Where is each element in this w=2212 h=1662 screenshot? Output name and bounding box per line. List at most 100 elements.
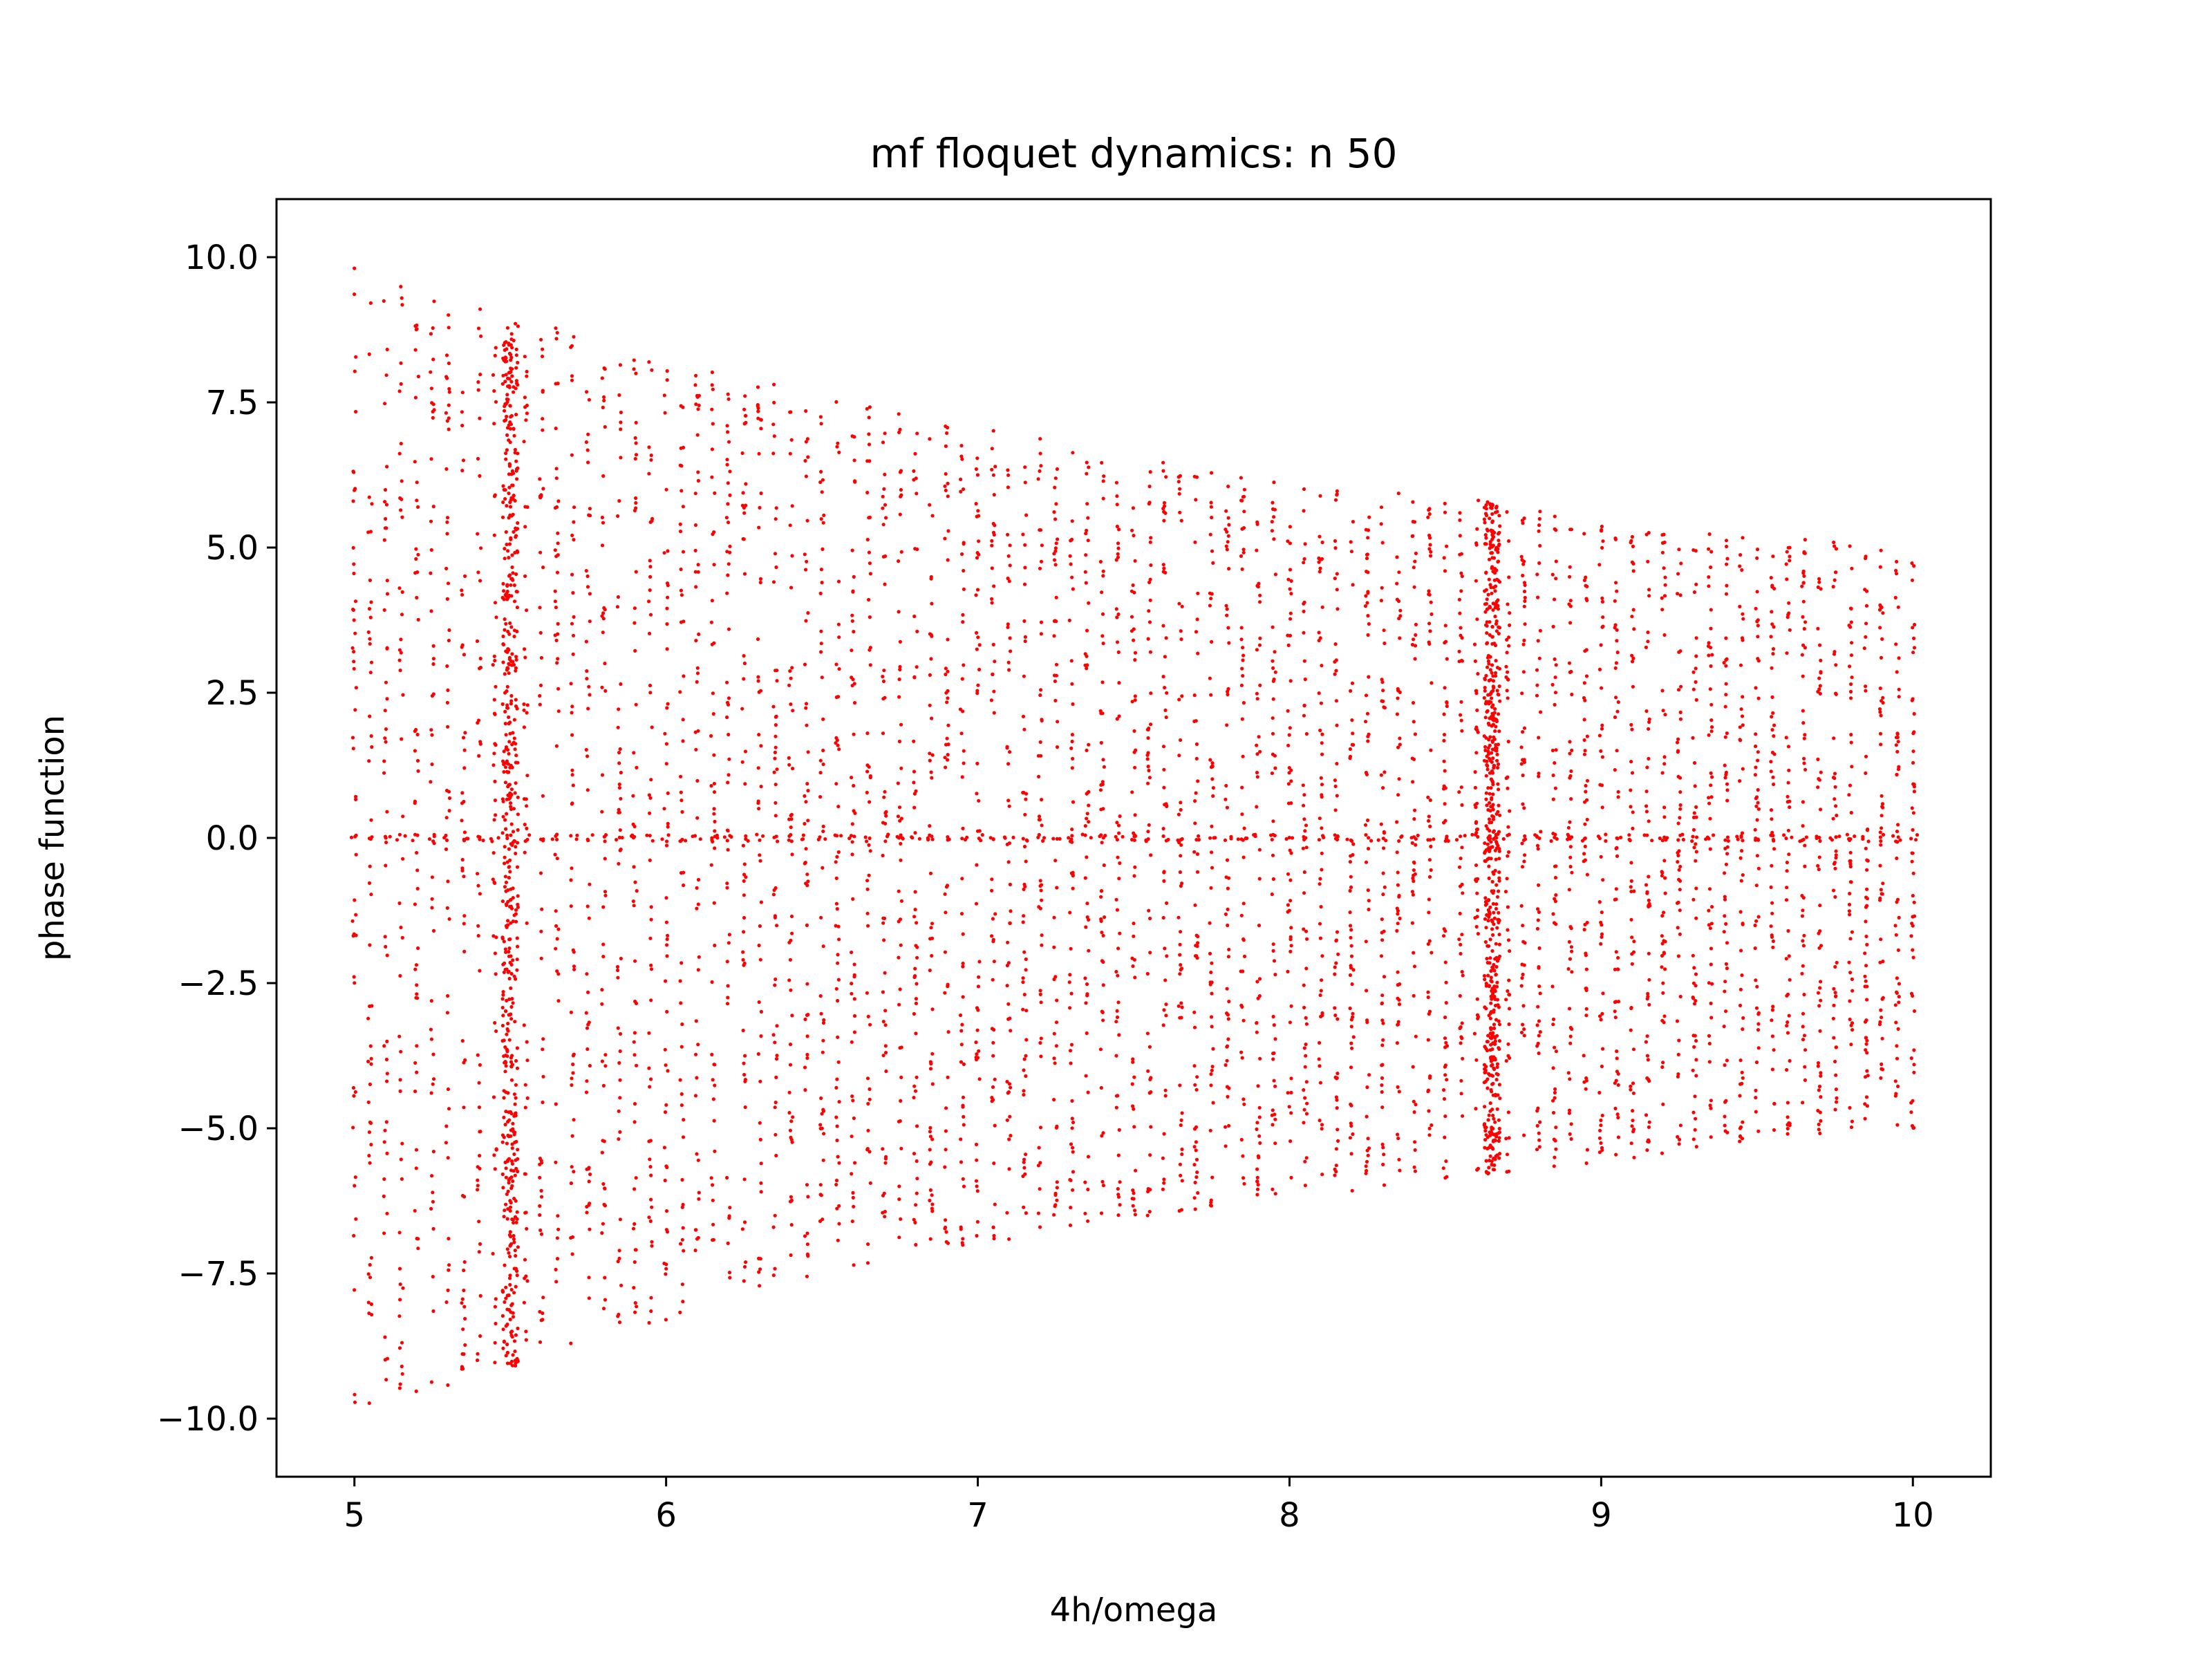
- scatter-point: [727, 627, 731, 631]
- scatter-point: [397, 1386, 402, 1390]
- scatter-point: [1086, 1219, 1090, 1223]
- scatter-point: [944, 743, 948, 747]
- scatter-point: [1630, 660, 1635, 664]
- scatter-point: [1585, 817, 1589, 822]
- scatter-point: [1179, 801, 1183, 805]
- scatter-point: [1847, 624, 1851, 628]
- scatter-point: [1396, 492, 1400, 496]
- scatter-point: [617, 751, 621, 755]
- scatter-point: [1318, 922, 1322, 926]
- scatter-point: [1396, 696, 1400, 700]
- scatter-point: [1210, 1175, 1215, 1179]
- scatter-point: [1754, 732, 1758, 736]
- scatter-point: [1739, 707, 1743, 711]
- scatter-point: [883, 1023, 888, 1027]
- scatter-point: [491, 373, 496, 377]
- scatter-point: [476, 1358, 480, 1363]
- scatter-point: [1864, 554, 1868, 559]
- scatter-point: [789, 1223, 794, 1227]
- scatter-point: [1021, 1174, 1025, 1178]
- scatter-point: [647, 360, 651, 364]
- scatter-point: [1210, 1065, 1215, 1069]
- scatter-point: [1741, 695, 1745, 699]
- scatter-point: [1800, 839, 1804, 843]
- scatter-point: [367, 1154, 371, 1158]
- scatter-point: [603, 839, 607, 843]
- scatter-point: [522, 725, 527, 729]
- scatter-point: [1103, 834, 1107, 838]
- scatter-point: [943, 950, 947, 954]
- scatter-point: [666, 1069, 670, 1073]
- scatter-point: [603, 1064, 608, 1068]
- scatter-point: [1707, 532, 1712, 536]
- scatter-point: [944, 1225, 948, 1229]
- scatter-point: [632, 1222, 637, 1226]
- scatter-point: [1053, 698, 1058, 703]
- scatter-point: [1116, 855, 1120, 859]
- scatter-point: [1305, 937, 1309, 941]
- scatter-point: [1302, 631, 1306, 635]
- scatter-point: [538, 1213, 542, 1217]
- scatter-point: [1055, 1186, 1059, 1190]
- scatter-point: [850, 548, 854, 552]
- scatter-point: [915, 955, 919, 960]
- scatter-point: [930, 1137, 935, 1141]
- scatter-point: [1460, 1021, 1464, 1025]
- scatter-point: [1694, 886, 1698, 890]
- scatter-point: [944, 1218, 948, 1222]
- scatter-point: [1597, 1014, 1602, 1018]
- scatter-point: [478, 307, 482, 311]
- scatter-point: [805, 1231, 809, 1235]
- scatter-point: [1445, 1175, 1449, 1179]
- scatter-point: [899, 1075, 903, 1079]
- scatter-point: [1116, 973, 1120, 978]
- scatter-point: [1709, 962, 1713, 967]
- scatter-point: [1413, 872, 1417, 876]
- scatter-point: [1817, 687, 1821, 691]
- scatter-point: [1535, 1109, 1539, 1113]
- scatter-point: [1663, 876, 1667, 880]
- scatter-point: [1210, 991, 1214, 996]
- scatter-point: [1491, 756, 1495, 760]
- scatter-point: [1786, 828, 1790, 832]
- scatter-point: [697, 393, 702, 398]
- scatter-point: [571, 783, 575, 787]
- scatter-point: [1613, 666, 1618, 671]
- scatter-point: [369, 818, 373, 822]
- scatter-point: [1211, 794, 1215, 798]
- scatter-point: [756, 409, 760, 413]
- scatter-point: [1177, 812, 1181, 816]
- scatter-point: [1660, 1018, 1665, 1023]
- scatter-point: [1552, 1137, 1556, 1141]
- scatter-point: [1819, 1074, 1823, 1078]
- scatter-point: [1100, 1009, 1104, 1014]
- scatter-point: [1538, 1120, 1542, 1124]
- scatter-point: [1803, 1065, 1807, 1069]
- scatter-point: [1536, 847, 1540, 851]
- scatter-point: [1709, 626, 1713, 631]
- scatter-point: [1708, 1103, 1712, 1108]
- scatter-point: [554, 1160, 558, 1164]
- scatter-point: [1725, 788, 1730, 792]
- scatter-point: [883, 503, 888, 507]
- scatter-point: [413, 1090, 418, 1094]
- scatter-point: [1318, 877, 1322, 881]
- scatter-point: [974, 1058, 979, 1062]
- scatter-point: [539, 1232, 544, 1236]
- scatter-point: [803, 821, 807, 826]
- scatter-point: [460, 857, 465, 862]
- scatter-point: [663, 1047, 667, 1052]
- scatter-point: [930, 1052, 935, 1056]
- scatter-point: [1038, 566, 1042, 570]
- scatter-point: [1116, 650, 1121, 655]
- scatter-point: [883, 472, 887, 477]
- scatter-point: [725, 960, 729, 964]
- scatter-point: [1148, 1153, 1152, 1157]
- scatter-point: [1834, 994, 1838, 998]
- scatter-point: [1522, 604, 1526, 608]
- scatter-point: [1834, 856, 1838, 860]
- scatter-point: [1302, 1108, 1306, 1112]
- scatter-point: [959, 1225, 963, 1229]
- scatter-point: [1318, 566, 1322, 570]
- scatter-point: [1582, 928, 1586, 932]
